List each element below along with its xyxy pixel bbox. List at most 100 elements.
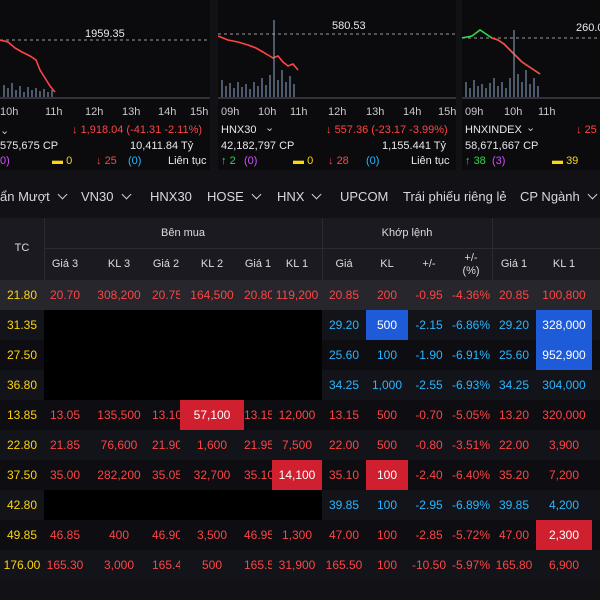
cell-v2[interactable] — [180, 340, 244, 370]
cell-s1[interactable]: 29.20 — [498, 318, 530, 332]
cell-v3[interactable] — [86, 340, 152, 370]
table-row[interactable]: 22.80 21.85 76,600 21.90 1,600 21.95 7,500 22.0… — [0, 430, 600, 460]
cell-p[interactable]: 34.25 — [328, 378, 360, 392]
cell-b3[interactable]: 21.85 — [49, 438, 81, 452]
cell-b2[interactable] — [152, 340, 180, 370]
cell-b3[interactable]: 165.30 — [46, 558, 84, 572]
cell-sv1[interactable]: 952,900 — [536, 340, 592, 370]
table-row[interactable]: 21.80 20.70 308,200 20.75 164,500 20.80 119,20… — [0, 280, 600, 310]
tab-tan-muot[interactable]: ẩn Mượt — [0, 180, 68, 213]
cell-v2[interactable]: 164,500 — [190, 288, 234, 302]
chevron-down-icon[interactable]: ⌄ — [265, 122, 275, 134]
tab-hnx[interactable]: HNX — [277, 180, 322, 213]
cell-v3[interactable]: 282,200 — [97, 468, 141, 482]
cell-v1[interactable] — [272, 490, 322, 520]
cell-v3[interactable]: 135,500 — [97, 408, 141, 422]
cell-b2[interactable]: 20.75 — [152, 288, 180, 302]
table-row[interactable]: 42.80 39.85 100 -2.95 -6.89% 39.85 4,200 — [0, 490, 600, 520]
index-panel-2[interactable]: 580.53 09h 10h 11h 12h 13h 14h 15h HNX30… — [218, 0, 456, 170]
cell-kl[interactable]: 1,000 — [371, 378, 403, 392]
cell-p[interactable]: 35.10 — [328, 468, 360, 482]
cell-ch[interactable]: -0.95 — [415, 288, 443, 302]
cell-sv1[interactable]: 304,000 — [542, 378, 586, 392]
cell-p[interactable]: 25.60 — [328, 348, 360, 362]
cell-v1[interactable]: 14,100 — [272, 460, 322, 490]
cell-b3[interactable] — [44, 310, 86, 340]
table-row[interactable]: 13.85 13.05 135,500 13.10 57,100 13.15 12,000 1… — [0, 400, 600, 430]
cell-pct[interactable]: -6.93% — [451, 378, 491, 392]
cell-p[interactable]: 22.00 — [328, 438, 360, 452]
cell-v1[interactable]: 31,900 — [278, 558, 316, 572]
cell-v3[interactable]: 308,200 — [97, 288, 141, 302]
cell-b2[interactable]: 35.05 — [152, 468, 180, 482]
tab-vn30[interactable]: VN30 — [81, 180, 131, 213]
tab-hose[interactable]: HOSE — [207, 180, 262, 213]
cell-s1[interactable]: 25.60 — [498, 348, 530, 362]
cell-pct[interactable]: -5.97% — [451, 558, 491, 572]
cell-b3[interactable] — [44, 490, 86, 520]
cell-v3[interactable]: 400 — [108, 528, 130, 542]
cell-b3[interactable]: 13.05 — [49, 408, 81, 422]
cell-b2[interactable] — [152, 310, 180, 340]
cell-s1[interactable]: 47.00 — [498, 528, 530, 542]
cell-ch[interactable]: -2.15 — [415, 318, 443, 332]
cell-ch[interactable]: -0.70 — [415, 408, 443, 422]
cell-p[interactable]: 13.15 — [328, 408, 360, 422]
cell-pct[interactable]: -4.36% — [451, 288, 491, 302]
cell-ch[interactable]: -2.85 — [415, 528, 443, 542]
cell-kl[interactable]: 200 — [376, 288, 398, 302]
cell-v2[interactable] — [180, 310, 244, 340]
cell-sv1[interactable]: 328,000 — [536, 310, 592, 340]
cell-v3[interactable] — [86, 370, 152, 400]
tab-upcom[interactable]: UPCOM — [340, 189, 389, 204]
cell-b1[interactable] — [244, 370, 272, 400]
table-row[interactable]: 31.35 29.20 500 -2.15 -6.86% 29.20 328,000 — [0, 310, 600, 340]
cell-v1[interactable] — [272, 310, 322, 340]
cell-ch[interactable]: -10.50 — [411, 558, 447, 572]
cell-b2[interactable] — [152, 370, 180, 400]
cell-pct[interactable]: -6.40% — [451, 468, 491, 482]
cell-v2[interactable]: 3,500 — [196, 528, 228, 542]
tab-cp-nganh[interactable]: CP Ngành — [520, 180, 598, 213]
cell-v1[interactable]: 1,300 — [281, 528, 313, 542]
cell-v3[interactable]: 76,600 — [100, 438, 138, 452]
cell-pct[interactable]: -6.89% — [451, 498, 491, 512]
cell-v3[interactable] — [86, 310, 152, 340]
cell-b3[interactable]: 35.00 — [49, 468, 81, 482]
cell-b1[interactable] — [244, 310, 272, 340]
cell-v2[interactable]: 57,100 — [180, 400, 244, 430]
index-panel-1[interactable]: 1959.35 10h 11h 12h 13h 14h 15h ⌄ ↓ 1,91… — [0, 0, 210, 170]
cell-p[interactable]: 20.85 — [328, 288, 360, 302]
cell-s1[interactable]: 22.00 — [498, 438, 530, 452]
cell-v2[interactable]: 32,700 — [193, 468, 231, 482]
table-row[interactable]: 36.80 34.25 1,000 -2.55 -6.93% 34.25 304,000 — [0, 370, 600, 400]
table-row[interactable]: 49.85 46.85 400 46.90 3,500 46.95 1,300 47.00 10… — [0, 520, 600, 550]
cell-kl[interactable]: 100 — [376, 528, 398, 542]
cell-b2[interactable]: 165.40 — [152, 558, 180, 572]
cell-b1[interactable]: 13.15 — [244, 408, 272, 422]
cell-sv1[interactable]: 3,900 — [548, 438, 580, 452]
cell-sv1[interactable]: 320,000 — [542, 408, 586, 422]
cell-sv1[interactable]: 6,900 — [548, 558, 580, 572]
cell-s1[interactable]: 165.80 — [495, 558, 533, 572]
cell-b1[interactable]: 46.95 — [244, 528, 272, 542]
cell-s1[interactable]: 20.85 — [498, 288, 530, 302]
cell-v1[interactable]: 12,000 — [278, 408, 316, 422]
table-row[interactable]: 176.00 165.30 3,000 165.40 500 165.50 31,900 16… — [0, 550, 600, 580]
cell-b1[interactable]: 20.80 — [244, 288, 272, 302]
cell-kl[interactable]: 100 — [376, 498, 398, 512]
cell-b1[interactable]: 21.95 — [244, 438, 272, 452]
cell-pct[interactable]: -5.72% — [451, 528, 491, 542]
cell-kl[interactable]: 100 — [366, 460, 408, 490]
cell-v2[interactable]: 1,600 — [196, 438, 228, 452]
cell-sv1[interactable]: 100,800 — [542, 288, 586, 302]
cell-v2[interactable]: 500 — [201, 558, 223, 572]
cell-s1[interactable]: 39.85 — [498, 498, 530, 512]
cell-ch[interactable]: -2.95 — [415, 498, 443, 512]
cell-pct[interactable]: -6.91% — [451, 348, 491, 362]
cell-pct[interactable]: -5.05% — [451, 408, 491, 422]
cell-p[interactable]: 39.85 — [328, 498, 360, 512]
chevron-down-icon[interactable]: ⌄ — [526, 122, 536, 134]
cell-v3[interactable]: 3,000 — [103, 558, 135, 572]
cell-p[interactable]: 165.50 — [325, 558, 363, 572]
